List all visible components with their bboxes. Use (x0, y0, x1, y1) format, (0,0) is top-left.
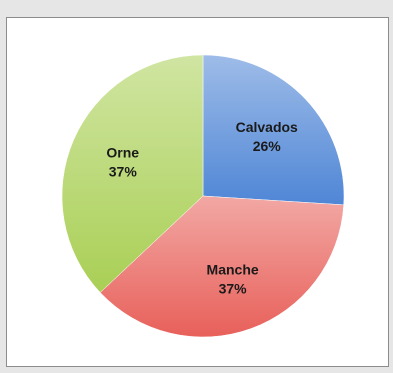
pie-slice-manche (99, 195, 344, 338)
slice-value-calvados: 26% (253, 138, 282, 154)
pie-slice-orne (61, 54, 204, 293)
slice-value-manche: 37% (219, 280, 248, 296)
slice-label-manche: Manche (207, 261, 259, 277)
slice-label-calvados: Calvados (236, 119, 298, 135)
pie-slice-calvados (202, 54, 345, 206)
slice-value-orne: 37% (109, 163, 138, 179)
slice-label-orne: Orne (106, 144, 139, 160)
pie-labels: Calvados 26% Manche 37% Orne 37% (106, 119, 298, 296)
pie-slices (61, 54, 345, 338)
